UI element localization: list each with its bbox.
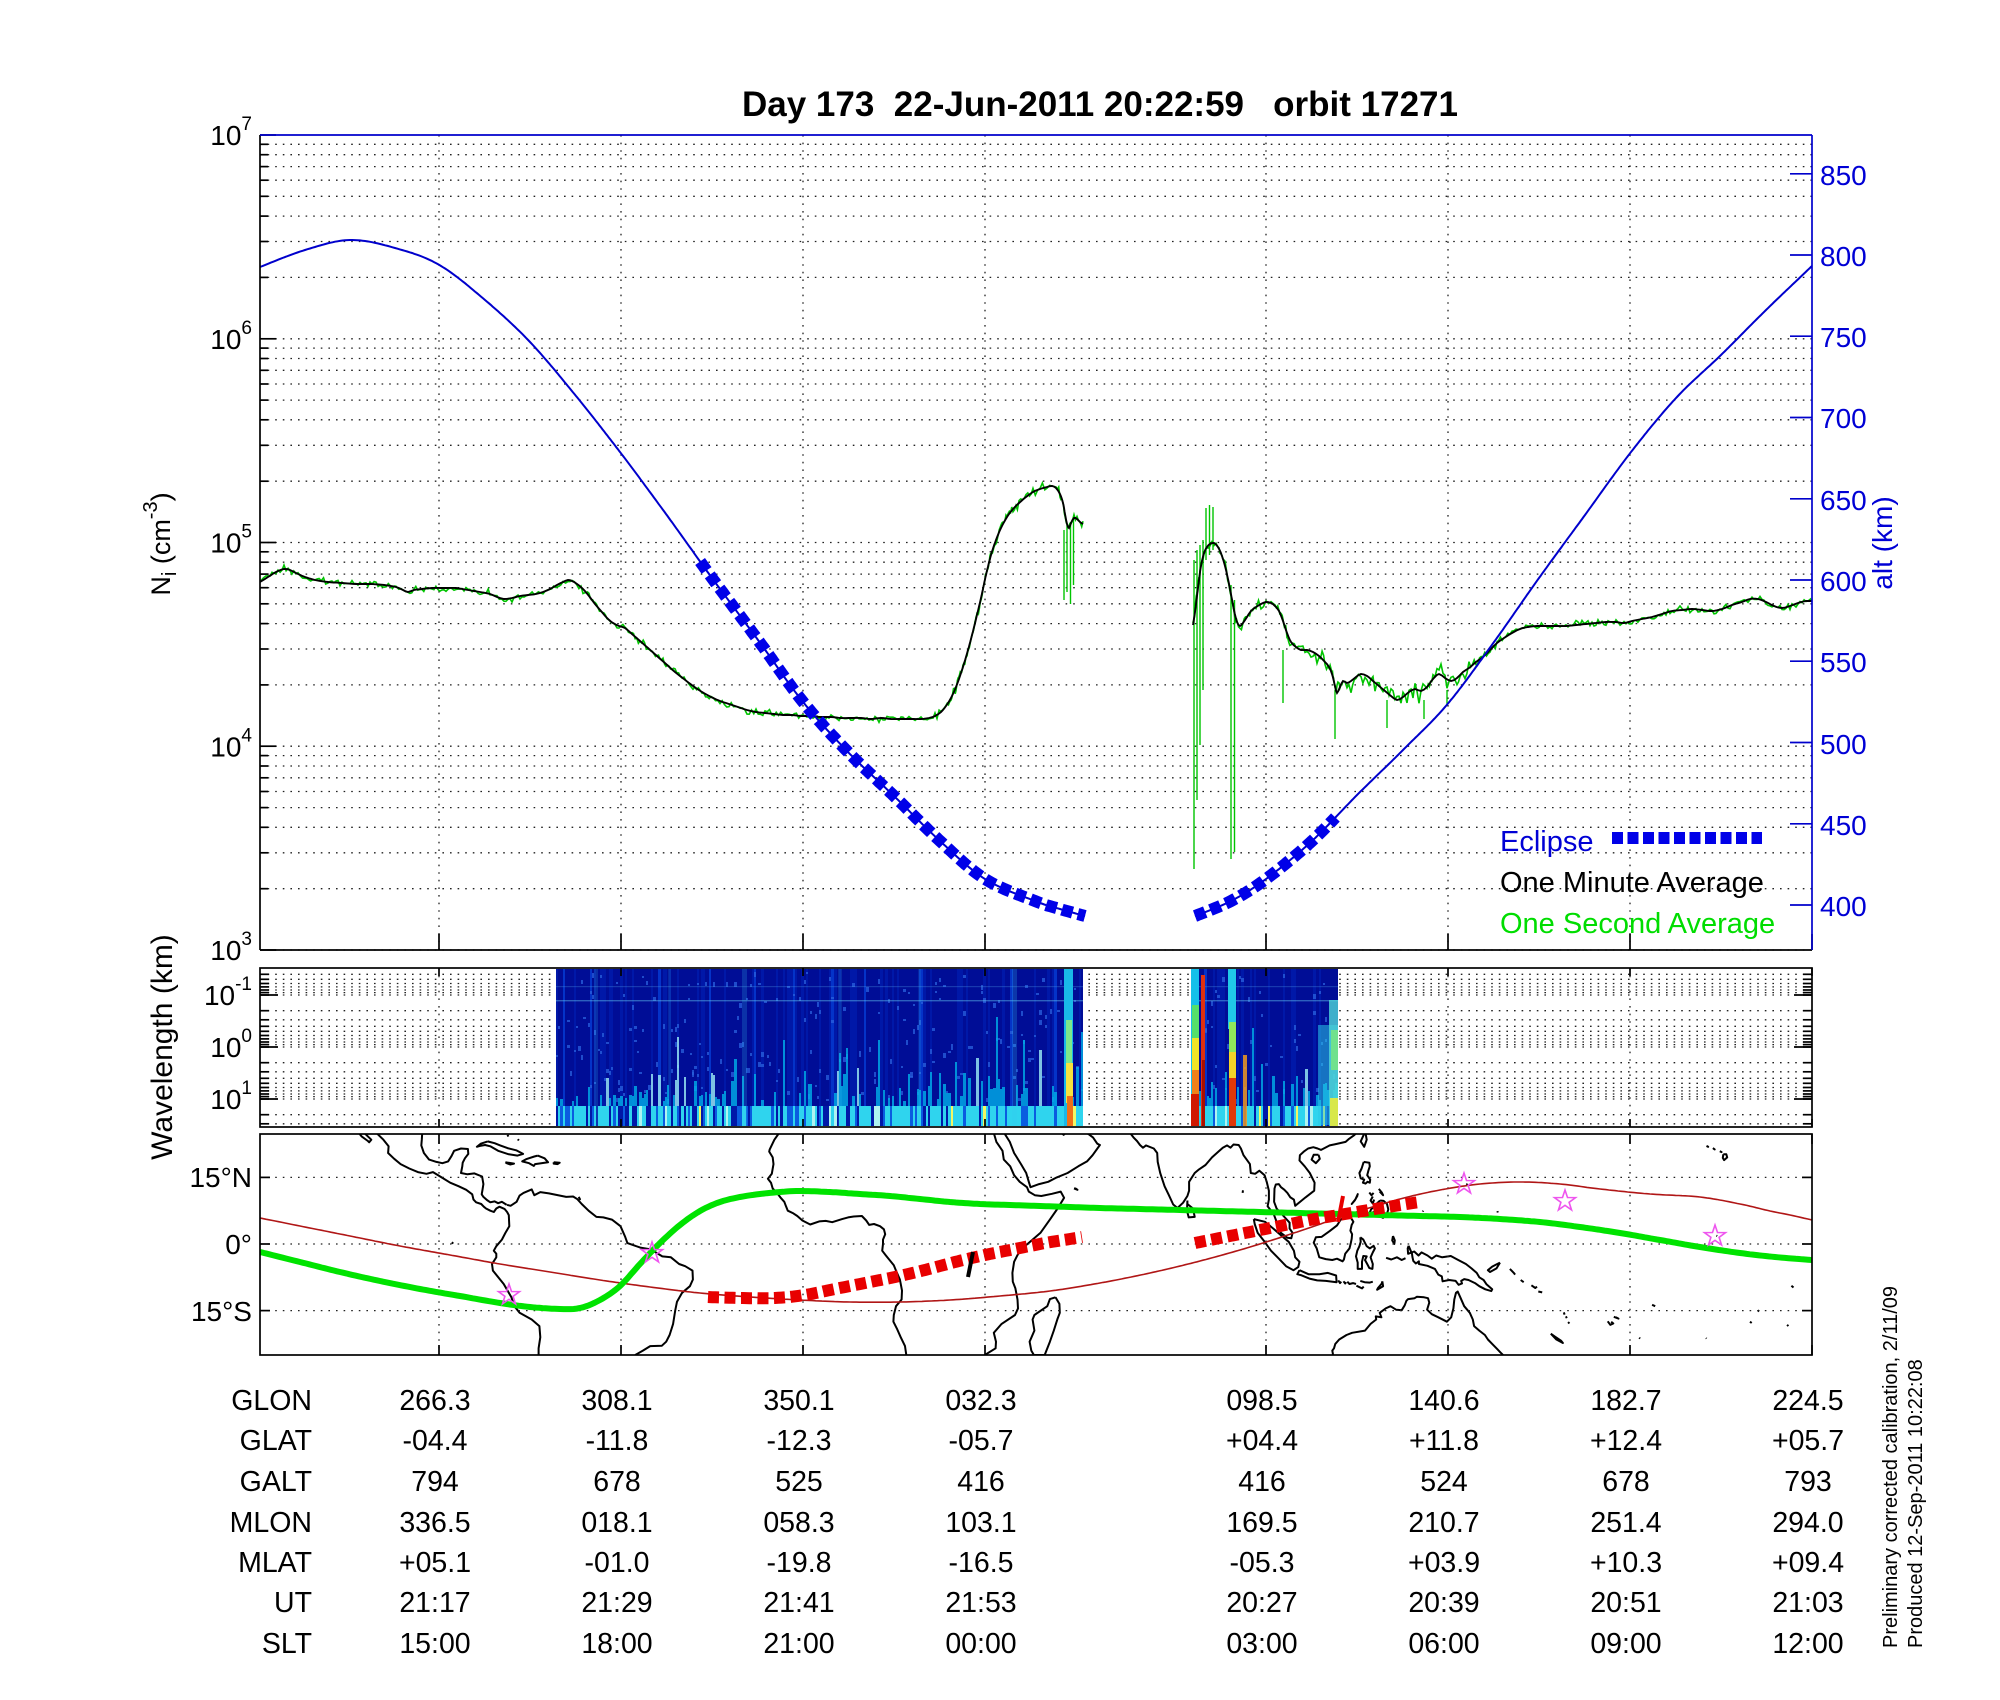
- svg-text:308.1: 308.1: [581, 1385, 652, 1417]
- svg-text:750: 750: [1820, 322, 1867, 353]
- svg-text:MLAT: MLAT: [238, 1547, 312, 1579]
- svg-text:+12.4: +12.4: [1590, 1425, 1662, 1457]
- svg-text:+04.4: +04.4: [1226, 1425, 1298, 1457]
- svg-text:700: 700: [1820, 403, 1867, 434]
- svg-text:550: 550: [1820, 647, 1867, 678]
- svg-text:-05.7: -05.7: [949, 1425, 1014, 1457]
- svg-text:15:00: 15:00: [399, 1628, 470, 1660]
- svg-text:alt (km): alt (km): [1867, 496, 1898, 589]
- svg-text:266.3: 266.3: [399, 1385, 470, 1417]
- svg-text:+05.1: +05.1: [399, 1547, 471, 1579]
- svg-text:Eclipse: Eclipse: [1500, 826, 1594, 858]
- svg-text:Preliminary corrected calibrat: Preliminary corrected calibration, 2/11/…: [1880, 1286, 1902, 1648]
- svg-text:794: 794: [411, 1466, 459, 1498]
- svg-text:336.5: 336.5: [399, 1507, 470, 1539]
- svg-text:224.5: 224.5: [1772, 1385, 1843, 1417]
- svg-text:GLON: GLON: [231, 1385, 312, 1417]
- svg-text:21:17: 21:17: [399, 1587, 470, 1619]
- svg-text:600: 600: [1820, 566, 1867, 597]
- svg-text:One Minute Average: One Minute Average: [1500, 867, 1764, 899]
- svg-text:00:00: 00:00: [945, 1628, 1016, 1660]
- svg-text:MLON: MLON: [230, 1507, 312, 1539]
- svg-text:140.6: 140.6: [1408, 1385, 1479, 1417]
- svg-text:UT: UT: [274, 1587, 312, 1619]
- svg-text:400: 400: [1820, 891, 1867, 922]
- svg-text:20:51: 20:51: [1590, 1587, 1661, 1619]
- svg-text:251.4: 251.4: [1590, 1507, 1661, 1539]
- svg-text:416: 416: [1238, 1466, 1286, 1498]
- svg-text:500: 500: [1820, 729, 1867, 760]
- svg-text:450: 450: [1820, 810, 1867, 841]
- svg-text:06:00: 06:00: [1408, 1628, 1479, 1660]
- svg-text:101: 101: [210, 1078, 252, 1115]
- svg-text:20:39: 20:39: [1408, 1587, 1479, 1619]
- svg-text:GALT: GALT: [240, 1466, 312, 1498]
- svg-text:-05.3: -05.3: [1230, 1547, 1295, 1579]
- svg-text:GLAT: GLAT: [240, 1425, 312, 1457]
- svg-text:793: 793: [1784, 1466, 1832, 1498]
- svg-text:+09.4: +09.4: [1772, 1547, 1844, 1579]
- svg-text:103.1: 103.1: [945, 1507, 1016, 1539]
- svg-text:169.5: 169.5: [1226, 1507, 1297, 1539]
- svg-text:21:41: 21:41: [763, 1587, 834, 1619]
- svg-text:18:00: 18:00: [581, 1628, 652, 1660]
- svg-text:018.1: 018.1: [581, 1507, 652, 1539]
- svg-text:+11.8: +11.8: [1409, 1425, 1479, 1457]
- svg-text:0°: 0°: [225, 1229, 252, 1260]
- svg-text:21:53: 21:53: [945, 1587, 1016, 1619]
- svg-text:-01.0: -01.0: [585, 1547, 650, 1579]
- svg-text:21:03: 21:03: [1772, 1587, 1843, 1619]
- svg-text:-12.3: -12.3: [767, 1425, 832, 1457]
- svg-text:21:29: 21:29: [581, 1587, 652, 1619]
- svg-text:106: 106: [210, 318, 252, 355]
- svg-text:182.7: 182.7: [1590, 1385, 1661, 1417]
- svg-text:032.3: 032.3: [945, 1385, 1016, 1417]
- svg-text:525: 525: [775, 1466, 823, 1498]
- svg-text:098.5: 098.5: [1226, 1385, 1297, 1417]
- svg-text:Wavelength (km): Wavelength (km): [146, 934, 179, 1160]
- svg-text:350.1: 350.1: [763, 1385, 834, 1417]
- svg-text:058.3: 058.3: [763, 1507, 834, 1539]
- svg-text:Produced 12-Sep-2011 10:22:08: Produced 12-Sep-2011 10:22:08: [1905, 1359, 1927, 1648]
- svg-text:650: 650: [1820, 485, 1867, 516]
- svg-text:12:00: 12:00: [1772, 1628, 1843, 1660]
- svg-text:210.7: 210.7: [1408, 1507, 1479, 1539]
- svg-text:294.0: 294.0: [1772, 1507, 1843, 1539]
- svg-text:-04.4: -04.4: [403, 1425, 468, 1457]
- svg-text:850: 850: [1820, 160, 1867, 191]
- svg-text:678: 678: [593, 1466, 641, 1498]
- svg-text:15°S: 15°S: [191, 1296, 252, 1327]
- svg-text:15°N: 15°N: [189, 1162, 252, 1193]
- svg-text:-19.8: -19.8: [767, 1547, 832, 1579]
- svg-text:-16.5: -16.5: [949, 1547, 1014, 1579]
- svg-text:One Second Average: One Second Average: [1500, 908, 1775, 940]
- svg-text:+03.9: +03.9: [1408, 1547, 1480, 1579]
- svg-text:03:00: 03:00: [1226, 1628, 1297, 1660]
- svg-text:800: 800: [1820, 241, 1867, 272]
- svg-text:09:00: 09:00: [1590, 1628, 1661, 1660]
- svg-text:SLT: SLT: [262, 1628, 312, 1660]
- svg-text:678: 678: [1602, 1466, 1650, 1498]
- svg-text:21:00: 21:00: [763, 1628, 834, 1660]
- svg-text:+10.3: +10.3: [1590, 1547, 1662, 1579]
- svg-text:20:27: 20:27: [1226, 1587, 1297, 1619]
- svg-text:-11.8: -11.8: [586, 1425, 649, 1457]
- svg-text:416: 416: [957, 1466, 1005, 1498]
- svg-text:Day 173 22-Jun-2011 20:22:59: Day 173 22-Jun-2011 20:22:59 orbit 17271: [742, 85, 1458, 124]
- svg-text:+05.7: +05.7: [1772, 1425, 1844, 1457]
- svg-text:524: 524: [1420, 1466, 1468, 1498]
